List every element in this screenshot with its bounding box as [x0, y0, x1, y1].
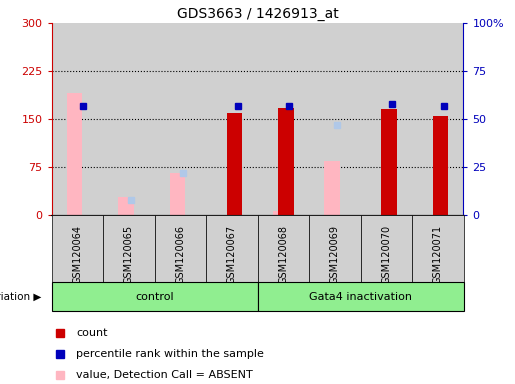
Bar [206, 23, 258, 215]
Bar [360, 23, 412, 215]
Text: GSM120068: GSM120068 [278, 225, 288, 284]
Bar [52, 215, 103, 282]
Bar [278, 108, 294, 215]
Text: percentile rank within the sample: percentile rank within the sample [76, 349, 264, 359]
Bar [103, 215, 154, 282]
Text: GSM120064: GSM120064 [72, 225, 82, 284]
Bar [154, 215, 206, 282]
Bar [324, 161, 340, 215]
Bar [309, 215, 360, 282]
Text: GSM120070: GSM120070 [381, 225, 391, 284]
Bar [381, 109, 397, 215]
Text: GSM120066: GSM120066 [175, 225, 185, 284]
Text: Gata4 inactivation: Gata4 inactivation [309, 291, 412, 302]
Text: count: count [76, 328, 108, 338]
Bar [154, 23, 206, 215]
Text: genotype/variation ▶: genotype/variation ▶ [0, 291, 41, 302]
Bar [258, 215, 309, 282]
Bar [227, 113, 242, 215]
Bar [67, 93, 82, 215]
Text: GSM120069: GSM120069 [330, 225, 340, 284]
Bar [412, 23, 464, 215]
Title: GDS3663 / 1426913_at: GDS3663 / 1426913_at [177, 7, 338, 21]
Text: GSM120071: GSM120071 [433, 225, 443, 284]
Bar [412, 215, 464, 282]
Bar [258, 23, 309, 215]
Bar [258, 282, 464, 311]
Bar [360, 215, 412, 282]
Bar [103, 23, 154, 215]
Bar [52, 23, 103, 215]
Bar [309, 23, 360, 215]
Bar [206, 215, 258, 282]
Text: value, Detection Call = ABSENT: value, Detection Call = ABSENT [76, 370, 253, 381]
Text: GSM120067: GSM120067 [227, 225, 237, 284]
Bar [433, 116, 448, 215]
Bar [118, 197, 134, 215]
Bar [170, 174, 185, 215]
Text: GSM120065: GSM120065 [124, 225, 134, 284]
Bar [273, 210, 288, 215]
Bar [52, 282, 258, 311]
Text: control: control [135, 291, 174, 302]
